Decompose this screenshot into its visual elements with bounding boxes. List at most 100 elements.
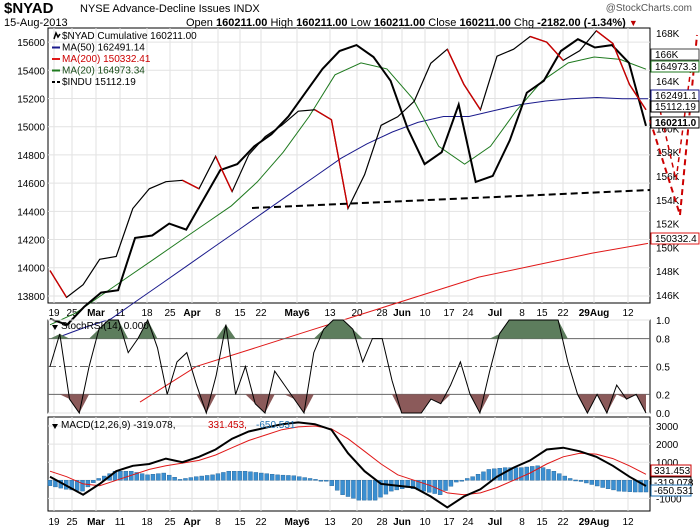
stoch-axis-label: 0.5 xyxy=(656,363,670,374)
macd-histogram-bar xyxy=(91,480,96,483)
indu-down-segment xyxy=(628,84,647,111)
price-legend-entry: MA(200) 150332.41 xyxy=(62,54,151,65)
price-panel-x-label: 17 xyxy=(443,308,455,319)
macd-legend-histogram: -650.531 xyxy=(256,420,296,431)
stockcharts-credit[interactable]: @StockCharts.com xyxy=(605,3,692,14)
right-axis-tick-label: 160K xyxy=(656,124,680,135)
macd-histogram-bar xyxy=(340,480,345,495)
macd-histogram-bar xyxy=(161,472,166,481)
indu-down-segment xyxy=(546,41,564,61)
macd-histogram-bar xyxy=(199,475,204,481)
macd-panel-x-label: May6 xyxy=(284,517,309,528)
stoch-legend: StochRSI(14) 0.000 xyxy=(61,321,149,332)
macd-histogram-bar xyxy=(324,480,329,482)
macd-histogram-bar xyxy=(643,480,649,493)
ticker-symbol: $NYAD xyxy=(4,0,54,17)
macd-histogram-bar xyxy=(567,478,573,481)
macd-panel-x-label: 13 xyxy=(324,517,336,528)
macd-panel-x-label: 15 xyxy=(234,517,246,528)
ohlc-summary: Open 160211.00 High 160211.00 Low 160211… xyxy=(186,17,638,29)
macd-histogram-bar xyxy=(85,480,91,488)
macd-histogram-bar xyxy=(204,475,210,481)
right-axis-tick-label: 152K xyxy=(656,220,680,231)
right-axis-tick-label: 148K xyxy=(656,267,680,278)
macd-histogram-bar xyxy=(443,480,448,491)
macd-histogram-bar xyxy=(156,473,161,481)
price-panel-x-label: 25 xyxy=(66,308,78,319)
close-value: 160211.00 xyxy=(459,17,511,29)
quote-date: 15-Aug-2013 xyxy=(4,17,68,29)
macd-signal-line xyxy=(49,425,647,496)
macd-histogram-bar xyxy=(302,477,307,481)
macd-histogram-bar xyxy=(465,478,470,481)
stoch-axis-label: 0.0 xyxy=(656,409,670,420)
macd-histogram-bar xyxy=(622,480,627,492)
macd-panel-x-label: 29Aug xyxy=(579,517,610,528)
price-panel-x-label: 22 xyxy=(255,308,267,319)
macd-histogram-bar xyxy=(535,465,540,481)
price-panel-x-label: Mar xyxy=(87,308,105,319)
macd-histogram-bar xyxy=(481,471,486,481)
left-axis-tick-label: 14000 xyxy=(17,264,45,275)
macd-histogram-bar xyxy=(492,468,497,481)
left-axis-tick-label: 15600 xyxy=(17,38,45,49)
right-axis-tick-label: 154K xyxy=(656,196,680,207)
macd-histogram-bar xyxy=(632,480,638,493)
price-panel-x-label: 19 xyxy=(48,308,60,319)
indu-down-segment xyxy=(49,270,68,298)
neckline-trendline xyxy=(251,189,651,209)
macd-panel-x-label: 18 xyxy=(141,517,153,528)
macd-histogram-bar xyxy=(486,469,492,481)
macd-histogram-bar xyxy=(372,480,378,501)
macd-histogram-bar xyxy=(383,480,389,495)
macd-histogram-bar xyxy=(297,476,302,481)
left-axis-tick-label: 15200 xyxy=(17,95,45,106)
right-value-badge xyxy=(650,116,700,129)
right-value-badge-text: 164973.3 xyxy=(655,62,697,73)
macd-histogram-bar xyxy=(638,480,643,493)
macd-histogram-bar xyxy=(546,469,551,481)
macd-histogram-bar xyxy=(557,473,562,481)
down-arrow-icon: ▼ xyxy=(628,18,638,28)
macd-histogram-bar xyxy=(562,475,567,481)
price-panel-x-label: 12 xyxy=(622,308,634,319)
macd-histogram-bar xyxy=(210,474,215,481)
macd-panel-x-label: Mar xyxy=(87,517,105,528)
price-legend-entry: MA(20) 164973.34 xyxy=(62,66,145,77)
left-axis-tick-label: 15400 xyxy=(17,66,45,77)
macd-histogram-bar xyxy=(611,480,616,491)
price-panel-x-label: 25 xyxy=(164,308,176,319)
macd-histogram-bar xyxy=(595,480,600,487)
macd-histogram-bar xyxy=(351,480,356,499)
open-value: 160211.00 xyxy=(215,17,268,29)
ticker-description: NYSE Advance-Decline Issues INDX xyxy=(80,3,260,15)
macd-value-badge-text: -319.078 xyxy=(654,478,694,489)
macd-histogram-bar xyxy=(627,480,632,492)
macd-histogram-bar xyxy=(307,478,313,481)
left-axis-tick-label: 14600 xyxy=(17,179,45,190)
macd-axis-label: 2000 xyxy=(656,440,679,451)
macd-histogram-bar xyxy=(589,480,595,485)
price-panel-x-label: 13 xyxy=(324,308,336,319)
price-legend-entry: $NYAD Cumulative 160211.00 xyxy=(62,31,197,42)
macd-line xyxy=(49,421,647,509)
macd-histogram-bar xyxy=(194,476,199,481)
projection-line xyxy=(649,119,681,216)
macd-panel-x-label: 15 xyxy=(536,517,548,528)
macd-histogram-bar xyxy=(80,480,85,492)
macd-value-badge-text: 331.453 xyxy=(654,466,691,477)
macd-histogram-bar xyxy=(378,480,383,498)
macd-histogram-bar xyxy=(551,471,557,481)
macd-histogram-bar xyxy=(264,473,269,481)
right-axis-tick-label: 146K xyxy=(656,291,680,302)
price-panel-x-label: Apr xyxy=(183,308,200,319)
indu-down-segment xyxy=(330,119,349,209)
macd-panel-x-label: Jun xyxy=(393,517,411,528)
indu-down-segment xyxy=(529,35,547,43)
macd-histogram-bar xyxy=(345,480,351,497)
high-label: High xyxy=(270,17,294,29)
macd-histogram-bar xyxy=(253,472,259,481)
macd-axis-label: 1000 xyxy=(656,458,679,469)
indu-down-segment xyxy=(314,109,332,121)
